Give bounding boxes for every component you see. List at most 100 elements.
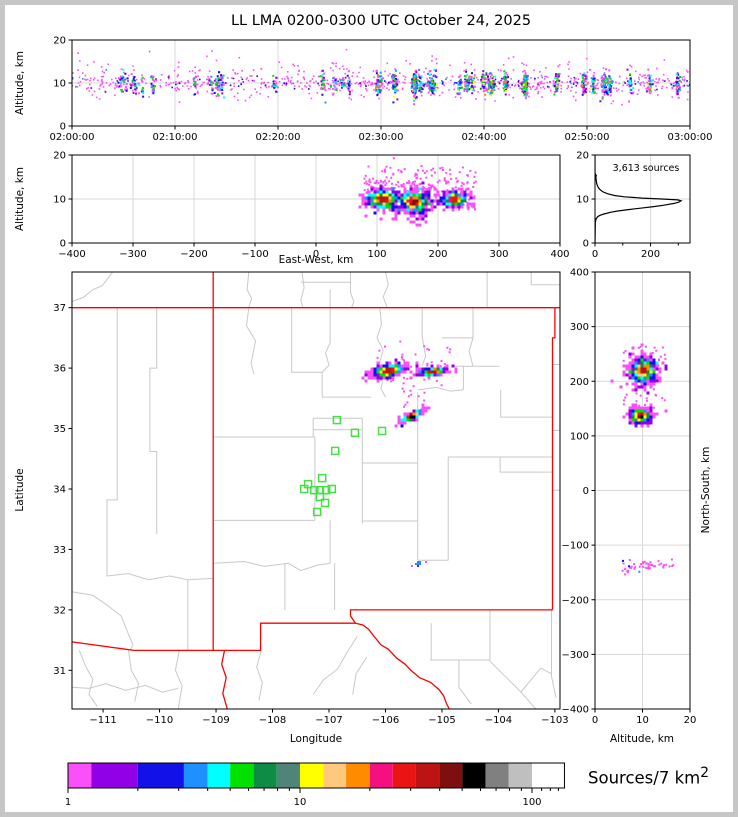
county-border-line <box>421 307 427 367</box>
colorbar-cell <box>137 763 184 788</box>
tick-label: 02:20:00 <box>256 132 301 143</box>
colorbar-cell <box>415 763 440 788</box>
tick-label: −100 <box>241 249 268 260</box>
county-border-line <box>213 560 331 572</box>
panel-content <box>358 157 477 227</box>
colorbar-cell <box>392 763 416 788</box>
tick-label: 20 <box>684 715 697 726</box>
state-border-line <box>72 622 356 652</box>
tick-label: 02:50:00 <box>565 132 610 143</box>
colorbar-cell <box>508 763 532 788</box>
tick-label: −107 <box>315 715 342 726</box>
scatter-points <box>385 367 437 419</box>
tick-label: 0 <box>583 239 589 250</box>
county-border-line <box>174 650 183 709</box>
panel-content <box>72 272 560 709</box>
tick-label: −108 <box>259 715 286 726</box>
county-border-line <box>540 667 552 675</box>
colorbar-cell <box>68 763 92 788</box>
figure-background <box>5 5 733 812</box>
tick-label: 20 <box>53 151 66 162</box>
scatter-points <box>640 415 644 419</box>
tick-label: −100 <box>562 541 589 552</box>
colorbar-cell <box>183 763 208 788</box>
county-border-line <box>72 683 179 693</box>
county-border-line <box>551 609 557 698</box>
tick-label: 300 <box>570 322 589 333</box>
county-border-line <box>500 389 553 418</box>
axis-label-altitude-top: Altitude, km <box>14 50 26 116</box>
colorbar-cell <box>346 763 370 788</box>
county-border-line <box>499 457 553 473</box>
panel-content <box>610 343 675 576</box>
scatter-points <box>376 364 443 565</box>
colorbar-cell <box>532 763 565 788</box>
colorbar-tick-label: 1 <box>65 797 71 808</box>
lma-station-marker <box>312 507 322 517</box>
lma-station-marker <box>377 426 387 436</box>
tick-label: 02:00:00 <box>50 132 95 143</box>
tick-label: 100 <box>367 249 386 260</box>
colorbar-frame <box>67 762 565 789</box>
lma-station-marker <box>321 485 331 495</box>
colorbar-label-text: Sources/7 km <box>588 768 701 788</box>
tick-label: 400 <box>570 268 589 279</box>
lma-station-marker <box>299 484 309 494</box>
tick-label: 10 <box>53 195 66 206</box>
panel-content <box>72 48 690 106</box>
colorbar-tick-label: 10 <box>294 797 307 808</box>
colorbar-label: Sources/7 km2 <box>588 765 709 788</box>
county-border-line <box>468 307 474 367</box>
lma-station-marker <box>315 492 325 502</box>
axis-label-latitude: Latitude <box>14 468 26 512</box>
tick-label: 34 <box>53 484 66 495</box>
scatter-points <box>622 355 659 568</box>
county-border-line <box>72 591 134 651</box>
tick-label: 300 <box>489 249 508 260</box>
axis-label-longitude: Longitude <box>289 733 343 745</box>
axis-label-altitude-bottom: Altitude, km <box>609 733 675 745</box>
sources-count-annotation: 3,613 sources <box>612 163 680 174</box>
county-border-line <box>321 289 331 373</box>
scatter-points <box>637 367 647 419</box>
tick-label: 10 <box>576 195 589 206</box>
tick-label: 10 <box>53 79 66 90</box>
colorbar-cell <box>253 763 277 788</box>
colorbar-cell <box>369 763 393 788</box>
tick-label: 20 <box>576 151 589 162</box>
colorbar-tick-label: 100 <box>522 797 541 808</box>
tick-label: 03:00:00 <box>668 132 713 143</box>
colorbar-cell <box>207 763 231 788</box>
scatter-points <box>637 364 650 419</box>
tick-label: 31 <box>53 666 66 677</box>
panel-content <box>595 155 683 243</box>
lma-station-marker <box>330 446 340 456</box>
colorbar-label-sup: 2 <box>700 764 709 781</box>
county-border-line <box>78 650 98 707</box>
scatter-points <box>358 157 477 227</box>
colorbar-cell <box>276 763 300 788</box>
tick-label: 32 <box>53 605 66 616</box>
tick-label: 02:10:00 <box>153 132 198 143</box>
panel-time-height: 02:00:00 02:10:00 02:20:00 02:30:00 02:40:00… <box>50 36 713 144</box>
lma-station-marker <box>317 473 327 483</box>
altitude-histogram-curve <box>595 155 683 243</box>
tick-label: 0 <box>583 486 589 497</box>
colorbar: 1 10 100 <box>65 762 565 808</box>
tick-label: −200 <box>562 595 589 606</box>
tick-label: 200 <box>570 377 589 388</box>
state-border-line <box>551 307 556 610</box>
tick-label: −400 <box>562 705 589 716</box>
colorbar-cell <box>230 763 254 788</box>
tick-label: 02:30:00 <box>359 132 404 143</box>
axis-label-altitude-ew: Altitude, km <box>14 166 26 232</box>
tick-label: −105 <box>428 715 455 726</box>
tick-label: 200 <box>428 249 447 260</box>
tick-label: −106 <box>372 715 399 726</box>
panel-map: −111 −110 −109 −108 −107 −106 −105 −104 −103 31 32… <box>53 271 569 726</box>
scatter-points <box>378 72 652 92</box>
county-border-line <box>458 660 472 705</box>
scatter-points <box>379 196 416 206</box>
scatter-points <box>409 415 416 419</box>
tick-label: 0 <box>60 122 66 133</box>
